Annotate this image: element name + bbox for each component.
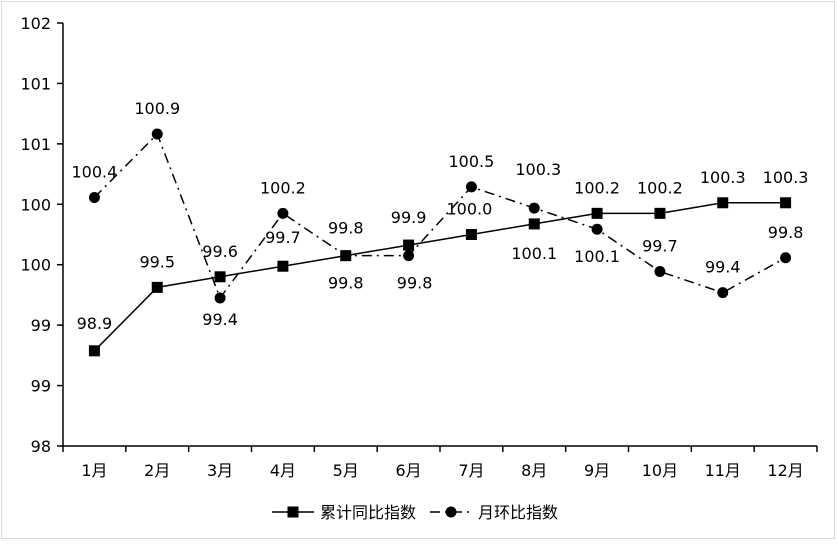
x-tick-label: 12月 (767, 461, 803, 480)
circle-marker (88, 191, 100, 203)
cumulative-data-label: 99.6 (202, 242, 238, 261)
monthly-data-label: 100.2 (260, 178, 306, 197)
x-tick-label: 10月 (642, 461, 678, 480)
square-marker (277, 260, 289, 272)
cumulative-data-label: 100.3 (700, 168, 746, 187)
y-tick-label: 99 (31, 377, 51, 396)
data-labels: 98.9 99.5 99.6 99.7 99.8 99.9 100.0 100.1 100.2 1… (72, 99, 809, 333)
circle-marker (465, 181, 477, 193)
x-tick-label: 6月 (395, 461, 421, 480)
y-tick-label: 99 (31, 316, 51, 335)
y-tick-label: 101 (20, 74, 51, 93)
series-markers (88, 128, 792, 357)
circle-marker (403, 250, 415, 262)
series-lines (93, 132, 786, 352)
legend-circle-marker (445, 506, 457, 518)
cumulative-data-label: 100.3 (763, 168, 809, 187)
monthly-data-label: 99.8 (768, 223, 804, 242)
cumulative-data-label: 100.0 (447, 200, 493, 219)
cumulative-yoy-line (93, 202, 786, 352)
legend-label-monthly: 月环比指数 (478, 503, 558, 522)
x-tick-label: 3月 (207, 461, 233, 480)
cumulative-data-label: 99.8 (328, 219, 364, 238)
square-marker (591, 207, 603, 219)
cumulative-data-label: 98.9 (77, 314, 113, 333)
monthly-data-label: 100.9 (134, 99, 180, 118)
cumulative-data-label: 100.2 (637, 178, 683, 197)
x-tick-label: 2月 (144, 461, 170, 480)
square-marker (528, 218, 540, 230)
cumulative-data-label: 100.2 (574, 178, 620, 197)
circle-marker (214, 292, 226, 304)
legend-label-cumulative: 累计同比指数 (320, 503, 416, 522)
square-marker (465, 229, 477, 240)
circle-marker (654, 266, 666, 278)
x-tick-label: 1月 (81, 461, 107, 480)
x-tick-label: 9月 (584, 461, 610, 480)
monthly-data-label: 100.4 (72, 162, 118, 181)
monthly-mom-line (93, 132, 786, 300)
x-tick-label: 8月 (521, 461, 547, 480)
circle-marker (340, 250, 352, 262)
monthly-data-label: 100.3 (515, 160, 561, 179)
x-tick-label: 7月 (458, 461, 484, 480)
legend: 累计同比指数 月环比指数 (272, 503, 558, 522)
circle-marker (780, 252, 792, 264)
cumulative-data-label: 100.1 (511, 244, 557, 263)
square-marker (151, 281, 163, 293)
circle-marker (277, 207, 289, 219)
square-marker (780, 197, 792, 209)
y-tick-label: 100 (20, 256, 51, 275)
y-tick-label: 102 (20, 14, 51, 33)
monthly-data-label: 99.8 (328, 274, 364, 293)
y-tick-label: 100 (20, 195, 51, 214)
monthly-data-label: 99.7 (642, 237, 678, 256)
x-tick-label: 11月 (705, 461, 741, 480)
square-marker (214, 271, 226, 283)
monthly-data-label: 99.4 (202, 310, 238, 329)
y-tick-label: 101 (20, 135, 51, 154)
circle-marker (591, 223, 603, 235)
square-marker (717, 197, 729, 209)
square-marker (654, 207, 666, 219)
x-tick-label: 5月 (333, 461, 359, 480)
legend-square-marker (287, 506, 299, 518)
circle-marker (717, 287, 729, 299)
monthly-data-label: 100.5 (449, 152, 495, 171)
square-marker (403, 239, 415, 251)
circle-marker (151, 128, 163, 140)
cumulative-data-label: 99.5 (139, 252, 175, 271)
monthly-data-label: 99.4 (705, 258, 741, 277)
y-tick-label: 98 (31, 437, 51, 456)
x-tick-label: 4月 (270, 461, 296, 480)
circle-marker (528, 202, 540, 214)
square-marker (88, 345, 100, 357)
cumulative-data-label: 99.7 (265, 228, 301, 247)
monthly-data-label: 100.1 (574, 247, 620, 266)
monthly-data-label: 99.8 (397, 274, 433, 293)
cumulative-data-label: 99.9 (391, 208, 427, 227)
axes: 98 99 99 100 100 101 101 102 1月 2月 3月 4月 5月 6月 7月 8月 9月 1… (20, 14, 818, 480)
